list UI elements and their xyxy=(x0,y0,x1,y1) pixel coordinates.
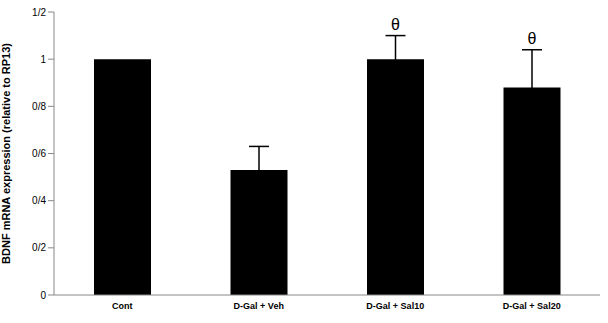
svg-text:D-Gal + Sal10: D-Gal + Sal10 xyxy=(366,301,424,311)
svg-text:0: 0 xyxy=(40,290,46,301)
svg-text:0/8: 0/8 xyxy=(32,101,46,112)
svg-text:Cont: Cont xyxy=(112,301,133,311)
svg-text:D-Gal + Veh: D-Gal + Veh xyxy=(234,301,284,311)
svg-text:0/4: 0/4 xyxy=(32,195,46,206)
svg-text:1: 1 xyxy=(40,54,46,65)
svg-text:θ: θ xyxy=(528,30,537,47)
svg-text:BDNF mRNA expression (relative: BDNF mRNA expression (relative to RP13) xyxy=(8,43,12,264)
svg-text:0/2: 0/2 xyxy=(32,242,46,253)
svg-text:D-Gal + Sal20: D-Gal + Sal20 xyxy=(503,301,561,311)
svg-text:1/2: 1/2 xyxy=(32,7,46,18)
svg-text:θ: θ xyxy=(391,16,400,33)
svg-text:0/6: 0/6 xyxy=(32,148,46,159)
